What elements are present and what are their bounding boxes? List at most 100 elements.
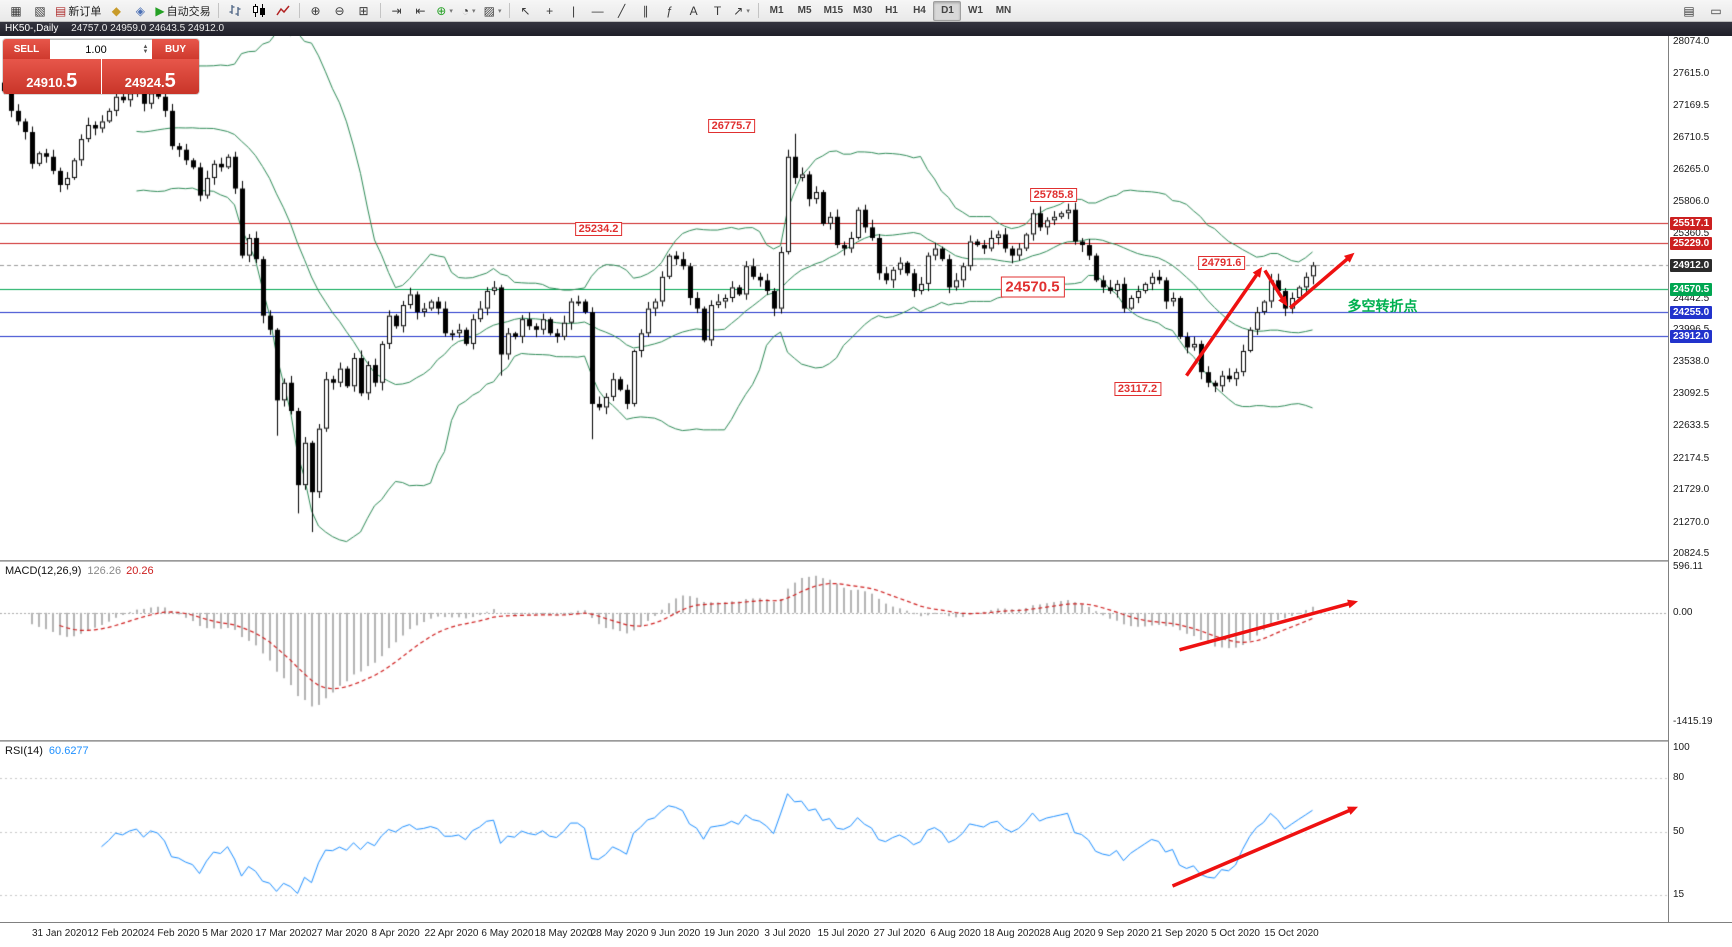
- macd-axis-label: -1415.19: [1673, 715, 1713, 727]
- volume-input[interactable]: [50, 42, 152, 57]
- price-tick-label: 23996.5: [1673, 324, 1709, 335]
- templates-icon[interactable]: ▨ ▾: [483, 3, 502, 18]
- price-annotation[interactable]: 25234.2: [574, 222, 623, 237]
- mouse-icon[interactable]: ▭: [1710, 3, 1722, 18]
- price-tick-label: 26710.5: [1673, 132, 1710, 144]
- timeframe-w1-button[interactable]: W1: [967, 5, 983, 16]
- sell-price[interactable]: 24910. 5: [3, 59, 101, 94]
- panel-splitter[interactable]: [0, 560, 1732, 562]
- charts-grid-icon[interactable]: ▦: [10, 3, 22, 18]
- timeframe-m30-button[interactable]: M30: [853, 5, 873, 16]
- indicators-list-icon[interactable]: ⊕ ▾: [436, 3, 453, 18]
- date-tick-label: 18 May 2020: [534, 928, 593, 939]
- timeframe-h4-button[interactable]: H4: [913, 5, 926, 16]
- price-annotation[interactable]: 26775.7: [707, 118, 756, 133]
- date-tick-label: 19 Jun 2020: [703, 928, 760, 939]
- volume-field[interactable]: ▲▼: [50, 39, 152, 59]
- zoom-out-icon[interactable]: ⊖: [334, 3, 345, 18]
- date-tick-label: 31 Jan 2020: [31, 928, 88, 939]
- volume-stepper[interactable]: ▲ ▼: [141, 43, 150, 55]
- arrows-icon[interactable]: ↗ ▾: [733, 3, 750, 18]
- new-order-button[interactable]: ▤ 新订单: [55, 3, 102, 18]
- chart-symbol-period: HK50-,Daily: [5, 23, 59, 34]
- date-tick-label: 12 Feb 2020: [87, 928, 144, 939]
- channel-icon[interactable]: ∥: [642, 3, 649, 18]
- timeframe-h1-button[interactable]: H1: [885, 5, 898, 16]
- price-axis[interactable]: 28074.0 27615.0 27169.5 26710.5 26265.0 25806…: [1668, 36, 1732, 922]
- price-tick-label: 28074.0: [1673, 36, 1710, 48]
- price-tick-label: 27169.5: [1673, 99, 1710, 111]
- rsi-indicator-label: RSI(14) 60.6277: [5, 745, 89, 757]
- price-annotation[interactable]: 25785.8: [1029, 187, 1078, 202]
- tile-windows-icon[interactable]: ⊞: [358, 3, 369, 18]
- toolbar-separator: [508, 3, 510, 18]
- zoom-in-icon[interactable]: ⊕: [310, 3, 321, 18]
- price-tick-label: 21729.0: [1673, 484, 1710, 496]
- date-tick-label: 28 Aug 2020: [1039, 928, 1096, 939]
- candlestick-chart-icon[interactable]: [247, 1, 271, 21]
- chart-title-bar: HK50-,Daily 24757.0 24959.0 24643.5 2491…: [0, 22, 1732, 36]
- price-annotation[interactable]: 24791.6: [1197, 256, 1246, 271]
- data-window-icon[interactable]: ◈: [135, 3, 145, 18]
- timeframe-mn-button[interactable]: MN: [995, 5, 1012, 16]
- rsi-value: 60.6277: [48, 745, 89, 757]
- bars-chart-icon[interactable]: [223, 1, 247, 21]
- buy-price[interactable]: 24924. 5: [101, 59, 199, 94]
- toolbar-separator: [298, 3, 300, 18]
- macd-panel-canvas[interactable]: [0, 562, 1668, 740]
- current-price-tag: 24912.0: [1670, 259, 1713, 273]
- price-tick-label: 25360.5: [1673, 227, 1710, 239]
- sell-button[interactable]: SELL: [3, 39, 50, 59]
- trendline-icon[interactable]: ╱: [617, 3, 626, 18]
- macd-axis-label: 596.11: [1673, 560, 1703, 572]
- rsi-axis-label: 15: [1673, 889, 1685, 900]
- periods-icon[interactable]: ◔ ▾: [461, 3, 476, 18]
- price-tick-label: 20824.5: [1673, 548, 1710, 560]
- timeframe-m15-button[interactable]: M15: [823, 5, 844, 16]
- chart-ohlc-values: 24757.0 24959.0 24643.5 24912.0: [71, 23, 225, 34]
- date-tick-label: 21 Sep 2020: [1151, 928, 1208, 939]
- rsi-axis-label: 50: [1673, 826, 1685, 837]
- date-tick-label: 3 Jul 2020: [764, 928, 811, 939]
- panel-splitter[interactable]: [0, 740, 1732, 742]
- timeframe-m5-button[interactable]: M5: [797, 5, 812, 16]
- timeframe-m1-button[interactable]: M1: [769, 5, 784, 16]
- one-click-trading-panel: SELL ▲▼ BUY 24910.5 24924.5: [3, 39, 199, 94]
- horizontal-line-icon[interactable]: —: [591, 3, 604, 18]
- toolbar-separator: [379, 3, 381, 18]
- price-chart-canvas[interactable]: [0, 36, 1668, 560]
- date-tick-label: 24 Feb 2020: [143, 928, 200, 939]
- market-watch-icon[interactable]: ◆: [111, 3, 121, 18]
- text-icon[interactable]: A: [689, 3, 698, 18]
- rsi-axis-label: 80: [1673, 772, 1685, 783]
- price-tick-label: 22174.5: [1673, 452, 1710, 464]
- text-label-icon[interactable]: T: [713, 3, 722, 18]
- profile-charts-icon[interactable]: ▧: [34, 3, 46, 18]
- date-tick-label: 5 Oct 2020: [1211, 928, 1260, 939]
- rsi-panel-canvas[interactable]: [0, 742, 1668, 922]
- date-tick-label: 6 May 2020: [481, 928, 534, 939]
- timeframe-d1-button[interactable]: D1: [933, 0, 962, 21]
- date-tick-label: 5 Mar 2020: [202, 928, 253, 939]
- chart-shift-icon[interactable]: ⇤: [415, 3, 426, 18]
- crosshair-icon[interactable]: +: [546, 3, 554, 18]
- price-annotation[interactable]: 23117.2: [1113, 382, 1162, 397]
- line-chart-icon[interactable]: [271, 1, 295, 21]
- buy-button[interactable]: BUY: [152, 39, 199, 59]
- price-tick-label: 23538.0: [1673, 356, 1710, 368]
- auto-scroll-icon[interactable]: ⇥: [391, 3, 402, 18]
- report-icon[interactable]: ▤: [1683, 3, 1695, 18]
- price-annotation[interactable]: 24570.5: [1000, 276, 1065, 298]
- cursor-icon[interactable]: ↖: [520, 3, 531, 18]
- volume-down-icon[interactable]: ▼: [142, 48, 149, 55]
- fibonacci-icon[interactable]: ƒ: [666, 3, 673, 18]
- volume-up-icon[interactable]: ▲: [142, 43, 149, 50]
- date-tick-label: 6 Aug 2020: [930, 928, 981, 939]
- macd-axis-label: 0.00: [1673, 606, 1693, 618]
- date-tick-label: 9 Jun 2020: [650, 928, 701, 939]
- autotrading-button[interactable]: ▶ 自动交易: [155, 3, 211, 18]
- chart-text-annotation[interactable]: 多空转折点: [1347, 298, 1418, 315]
- vertical-line-icon[interactable]: |: [572, 3, 576, 18]
- date-axis[interactable]: 31 Jan 2020 12 Feb 2020 24 Feb 2020 5 Mar 2…: [0, 922, 1732, 947]
